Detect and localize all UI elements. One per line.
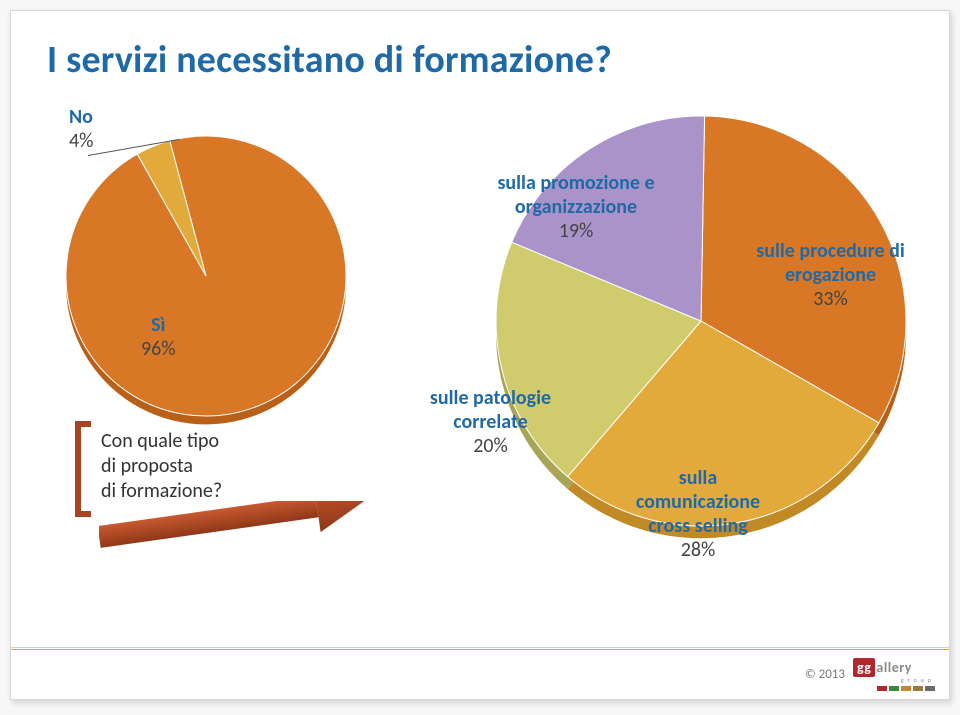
title-container: I servizi necessitano di formazione?	[33, 29, 626, 91]
label-si: Sì 96%	[141, 313, 176, 361]
label-comunicazione-text: sullacomunicazionecross selling	[636, 466, 760, 538]
chart-left	[61, 121, 351, 411]
footer: © 2013 gg allery group	[805, 658, 935, 691]
arrow-icon	[99, 501, 399, 571]
label-promozione: sulla promozione eorganizzazione 19%	[471, 171, 681, 243]
accent-rule	[11, 647, 949, 651]
logo-sub: group	[853, 676, 935, 684]
logo: gg allery group	[853, 658, 935, 691]
label-no: No 4%	[69, 105, 93, 153]
label-procedure-pct: 33%	[813, 287, 848, 311]
slide-title: I servizi necessitano di formazione?	[47, 37, 612, 83]
label-si-pct: 96%	[141, 337, 176, 361]
slide: I servizi necessitano di formazione? No …	[10, 10, 950, 700]
label-patologie: sulle patologiecorrelate 20%	[413, 386, 568, 458]
callout-text: Con quale tipodi propostadi formazione?	[101, 429, 222, 504]
label-no-text: No	[69, 105, 93, 129]
label-promozione-pct: 19%	[559, 219, 594, 243]
label-si-text: Sì	[151, 313, 165, 337]
logo-squares	[853, 686, 935, 691]
label-patologie-pct: 20%	[473, 434, 508, 458]
label-no-pct: 4%	[69, 129, 93, 153]
label-patologie-text: sulle patologiecorrelate	[430, 386, 551, 434]
label-procedure: sulle procedure dierogazione 33%	[743, 239, 918, 311]
copyright: © 2013	[805, 667, 845, 682]
logo-word: allery	[876, 659, 912, 676]
logo-mark: gg	[853, 658, 875, 677]
bracket-icon	[75, 421, 91, 517]
label-promozione-text: sulla promozione eorganizzazione	[497, 171, 654, 219]
label-comunicazione: sullacomunicazionecross selling 28%	[613, 466, 783, 562]
label-procedure-text: sulle procedure dierogazione	[756, 239, 905, 287]
label-comunicazione-pct: 28%	[681, 538, 716, 562]
